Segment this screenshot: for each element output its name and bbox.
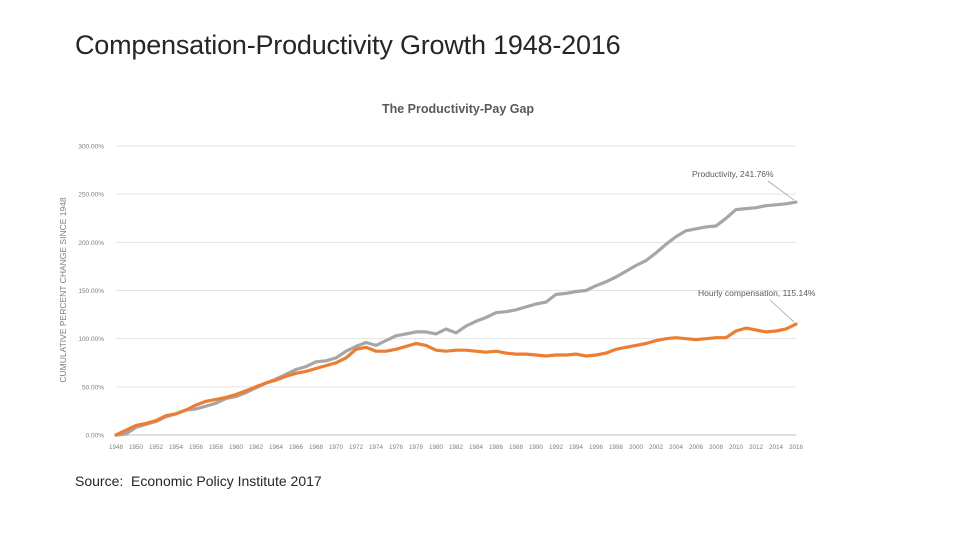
x-tick-label: 1996 (589, 444, 604, 451)
series-annotations: Productivity, 241.76% Hourly compensation… (692, 169, 816, 323)
productivity-leader-line (767, 180, 795, 201)
x-tick-label: 1974 (369, 444, 384, 451)
x-tick-label: 1950 (129, 444, 144, 451)
y-tick-label: 50.00% (82, 384, 104, 391)
series-lines (114, 200, 798, 437)
y-tick-labels: 0.00% 50.00% 100.00% 150.00% 200.00% 250.00% 3… (78, 144, 104, 440)
x-tick-label: 1998 (609, 444, 624, 451)
y-tick-label: 100.00% (78, 336, 104, 343)
x-tick-label: 1994 (569, 444, 584, 451)
y-tick-label: 300.00% (78, 144, 104, 151)
x-tick-labels: 1948 1950 1952 1954 1956 1958 1960 1962 1964 1966… (109, 444, 804, 451)
x-tick-label: 1988 (509, 444, 524, 451)
x-tick-label: 1960 (229, 444, 244, 451)
y-axis-label: CUMULATIVE PERCENT CHANGE SINCE 1948 (58, 197, 68, 383)
x-tick-label: 1982 (449, 444, 464, 451)
slide-title: Compensation-Productivity Growth 1948-20… (75, 30, 621, 60)
y-tick-label: 200.00% (78, 240, 104, 247)
y-tick-label: 0.00% (86, 433, 105, 440)
x-tick-label: 2000 (629, 444, 644, 451)
x-tick-label: 2014 (769, 444, 784, 451)
compensation-line (114, 322, 798, 437)
x-tick-label: 2002 (649, 444, 664, 451)
x-tick-label: 1992 (549, 444, 564, 451)
compensation-leader-line (769, 299, 795, 323)
y-tick-label: 150.00% (78, 288, 104, 295)
x-tick-label: 1958 (209, 444, 224, 451)
source-note: Source: Economic Policy Institute 2017 (75, 473, 322, 489)
x-tick-label: 1980 (429, 444, 444, 451)
x-tick-label: 2010 (729, 444, 744, 451)
x-tick-label: 1976 (389, 444, 404, 451)
compensation-annotation: Hourly compensation, 115.14% (698, 288, 816, 298)
x-tick-label: 1990 (529, 444, 544, 451)
x-tick-label: 1984 (469, 444, 484, 451)
x-tick-label: 1956 (189, 444, 204, 451)
x-tick-label: 1964 (269, 444, 284, 451)
chart-title: The Productivity-Pay Gap (382, 102, 534, 116)
x-tick-label: 1948 (109, 444, 124, 451)
x-tick-label: 2006 (689, 444, 704, 451)
x-tick-label: 1954 (169, 444, 184, 451)
x-tick-label: 2016 (789, 444, 804, 451)
x-tick-label: 1970 (329, 444, 344, 451)
y-tick-label: 250.00% (78, 192, 104, 199)
x-tick-label: 1968 (309, 444, 324, 451)
x-tick-label: 1966 (289, 444, 304, 451)
x-tick-label: 1986 (489, 444, 504, 451)
productivity-annotation: Productivity, 241.76% (692, 169, 774, 179)
x-tick-label: 2012 (749, 444, 764, 451)
x-tick-label: 1972 (349, 444, 364, 451)
x-tick-label: 1952 (149, 444, 164, 451)
gridlines (116, 145, 796, 436)
x-tick-label: 2004 (669, 444, 684, 451)
x-tick-label: 1962 (249, 444, 264, 451)
x-tick-label: 1978 (409, 444, 424, 451)
x-tick-label: 2008 (709, 444, 724, 451)
